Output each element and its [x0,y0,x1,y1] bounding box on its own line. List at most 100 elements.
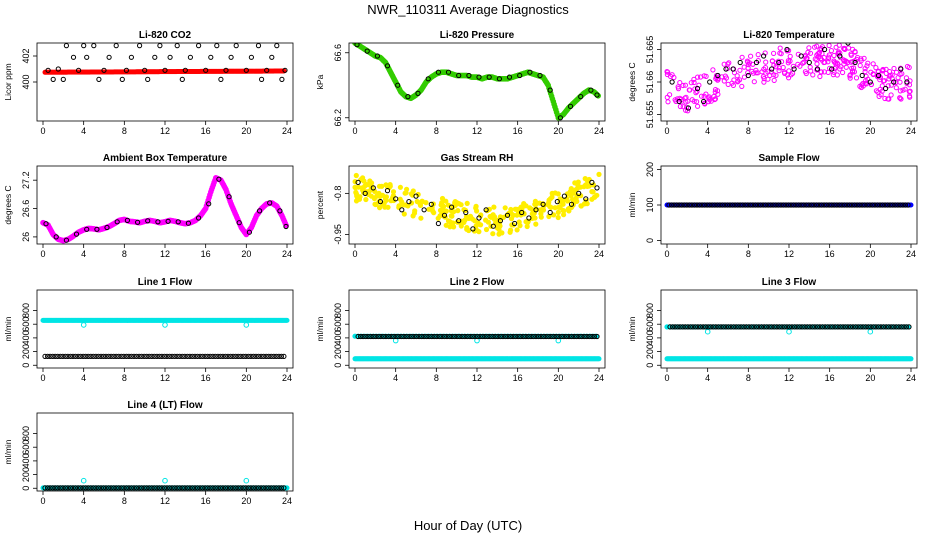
data-point [717,202,723,208]
data-point [500,214,506,220]
data-point [852,202,858,208]
y-tick-label: 200 [645,344,655,359]
data-point [80,322,87,328]
data-point [897,95,903,101]
data-point [725,324,732,330]
data-point [814,324,821,330]
data-point [803,202,809,208]
data-point [95,485,102,491]
data-point [45,485,51,491]
data-point [719,202,726,208]
data-point [589,333,595,340]
data-point [464,225,470,231]
x-tick-label: 16 [201,249,211,259]
data-point [480,333,486,340]
data-point [885,202,891,208]
data-point [429,333,435,340]
data-point [222,353,229,359]
data-point [849,68,856,74]
data-point [860,324,866,330]
data-point [691,98,697,104]
data-point [228,353,234,359]
data-point [584,333,590,340]
data-point [63,43,70,49]
data-point [725,61,731,67]
data-point [459,333,465,340]
data-point [675,86,682,92]
data-point [235,485,241,491]
x-tick-label: 4 [705,126,710,136]
y-tick-label: 66.6 [333,44,343,62]
data-point [737,67,743,73]
data-point [70,353,76,359]
x-tick-label: 12 [472,373,482,383]
data-point [682,82,689,88]
data-point [563,333,570,340]
data-point [47,485,53,491]
data-point [669,79,675,85]
data-point [250,485,256,491]
data-point [197,353,203,359]
data-point [883,85,889,92]
data-point [799,324,805,330]
x-tick-label: 8 [746,249,751,259]
data-point [175,219,181,225]
x-tick-label: 8 [122,249,127,259]
data-point [677,80,683,86]
data-point [156,353,162,359]
data-point [406,333,412,340]
data-point [596,356,602,362]
data-point [864,202,870,208]
data-point [680,82,686,89]
data-point [901,324,907,330]
data-point [159,485,165,491]
data-point [685,108,691,114]
data-point [185,220,191,226]
data-point [680,324,686,330]
data-point [454,333,460,340]
data-point [845,324,851,330]
data-point [535,333,542,340]
data-point [722,202,728,208]
panel-title: Line 4 (LT) Flow [127,400,203,411]
data-point [85,353,91,359]
data-point [831,202,837,208]
data-point [552,205,558,211]
data-point [779,324,785,330]
data-point [837,324,843,330]
data-point [126,353,132,359]
data-point [200,353,206,359]
data-point [496,76,502,82]
data-point [568,201,575,207]
data-point [852,58,858,64]
y-tick-label: 400 [333,330,343,345]
data-point [666,202,672,208]
data-point [732,202,738,208]
data-point [146,353,152,359]
data-point [718,324,724,330]
data-point [451,209,457,215]
data-point [85,485,91,491]
data-point [80,477,87,484]
data-point [393,196,399,202]
data-point [491,216,497,222]
data-point [449,333,455,340]
data-point [878,324,884,330]
data-point [383,197,389,203]
data-point [413,333,420,340]
data-point [179,485,185,491]
data-point [62,353,69,359]
data-point [456,218,462,224]
data-point [194,485,201,491]
data-point [194,353,201,359]
data-point [167,353,173,359]
data-point [93,353,99,359]
data-point [358,333,364,340]
data-point [893,85,899,91]
y-axis-label: degrees C [627,62,637,101]
data-point [874,202,881,208]
x-tick-label: 4 [81,126,86,136]
data-point [857,202,863,208]
panel-co2: Li-820 CO2 Licor ppm 0 4 8 12 16 20 24 400 402 [3,30,294,136]
